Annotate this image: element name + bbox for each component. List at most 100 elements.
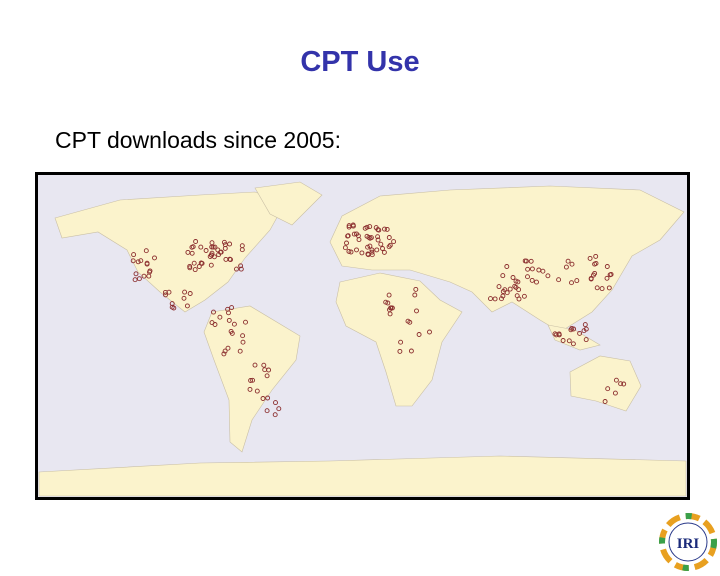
download-dot xyxy=(264,408,270,414)
download-dot xyxy=(412,292,418,298)
antarctica xyxy=(38,455,687,497)
download-dot xyxy=(260,396,266,401)
download-dot xyxy=(227,256,233,262)
download-dot xyxy=(181,295,187,301)
logo-core xyxy=(668,522,708,562)
download-dot xyxy=(131,252,137,258)
download-dot xyxy=(386,244,392,250)
download-dot xyxy=(381,249,387,255)
download-dot xyxy=(227,241,233,247)
download-dot xyxy=(247,386,253,392)
download-dot xyxy=(525,266,531,272)
download-dot xyxy=(217,314,223,320)
download-dot xyxy=(413,286,419,292)
download-dot xyxy=(397,348,403,354)
indonesia xyxy=(547,324,601,351)
download-dot xyxy=(528,258,534,264)
download-dot xyxy=(604,275,610,281)
download-dot xyxy=(602,399,608,404)
download-dot xyxy=(583,337,589,343)
download-dot xyxy=(593,260,599,266)
download-dot xyxy=(169,301,175,307)
download-dot xyxy=(367,235,373,241)
download-dot xyxy=(203,248,209,253)
download-dot xyxy=(540,268,546,274)
download-dot xyxy=(218,249,224,255)
download-dot xyxy=(504,290,510,296)
download-dot xyxy=(496,284,502,290)
download-dot xyxy=(273,400,278,406)
download-dot xyxy=(386,235,392,240)
download-dot xyxy=(171,305,177,311)
download-dot xyxy=(162,289,168,295)
download-dot xyxy=(398,339,404,345)
download-dot xyxy=(553,332,559,338)
download-dot xyxy=(386,292,392,298)
download-dot xyxy=(367,224,373,230)
download-dot xyxy=(523,258,529,264)
download-dot xyxy=(240,333,246,339)
download-dot xyxy=(184,303,190,309)
download-dot xyxy=(593,253,599,259)
download-dot xyxy=(222,245,228,251)
land xyxy=(38,181,687,497)
download-dot xyxy=(234,266,239,272)
download-dot xyxy=(507,286,513,292)
download-dot xyxy=(237,348,243,354)
download-dot xyxy=(488,296,493,302)
download-dot xyxy=(240,339,246,345)
download-dot xyxy=(414,308,419,314)
download-dot xyxy=(512,283,518,289)
download-dot xyxy=(594,285,600,291)
download-dot xyxy=(500,273,506,279)
download-dot xyxy=(152,255,157,261)
download-dot xyxy=(345,233,351,239)
download-dot xyxy=(568,327,574,333)
download-dot xyxy=(405,318,411,324)
download-dot xyxy=(581,328,587,334)
download-dot xyxy=(228,328,234,334)
download-dot xyxy=(182,289,188,295)
download-dot xyxy=(514,293,520,299)
greenland xyxy=(254,181,323,226)
north-america xyxy=(54,191,286,313)
download-dot xyxy=(504,264,510,269)
download-dot xyxy=(569,261,575,267)
download-dot xyxy=(621,381,627,387)
download-dot xyxy=(510,275,516,280)
download-dot xyxy=(605,386,611,392)
download-dot xyxy=(265,395,271,401)
download-dot xyxy=(354,247,359,253)
download-dot xyxy=(552,331,558,337)
download-dot xyxy=(375,237,381,243)
download-dot xyxy=(141,273,147,279)
download-dot xyxy=(254,388,260,394)
download-dot xyxy=(209,250,215,256)
download-dot xyxy=(525,274,530,280)
download-dot xyxy=(606,285,612,291)
download-dot xyxy=(565,258,571,264)
download-dot xyxy=(369,247,375,253)
download-dot xyxy=(375,234,381,240)
download-dot xyxy=(342,245,348,251)
download-dot xyxy=(238,263,244,269)
download-dots xyxy=(130,222,627,418)
download-dot xyxy=(351,231,357,237)
download-dot xyxy=(250,377,256,383)
download-dot xyxy=(545,273,551,279)
download-dot xyxy=(378,241,384,247)
download-dot xyxy=(574,278,580,284)
download-dot xyxy=(146,273,152,279)
download-dot xyxy=(185,249,191,255)
download-dot xyxy=(587,255,593,261)
download-dot xyxy=(210,244,216,250)
download-dot xyxy=(367,243,373,249)
logo: IRI xyxy=(659,513,717,571)
download-dot xyxy=(135,259,141,265)
australia xyxy=(569,355,642,412)
download-dot xyxy=(198,260,204,266)
download-dot xyxy=(618,381,624,387)
download-dot xyxy=(359,250,365,256)
download-dot xyxy=(612,390,618,396)
slide-title: CPT Use xyxy=(300,46,420,78)
